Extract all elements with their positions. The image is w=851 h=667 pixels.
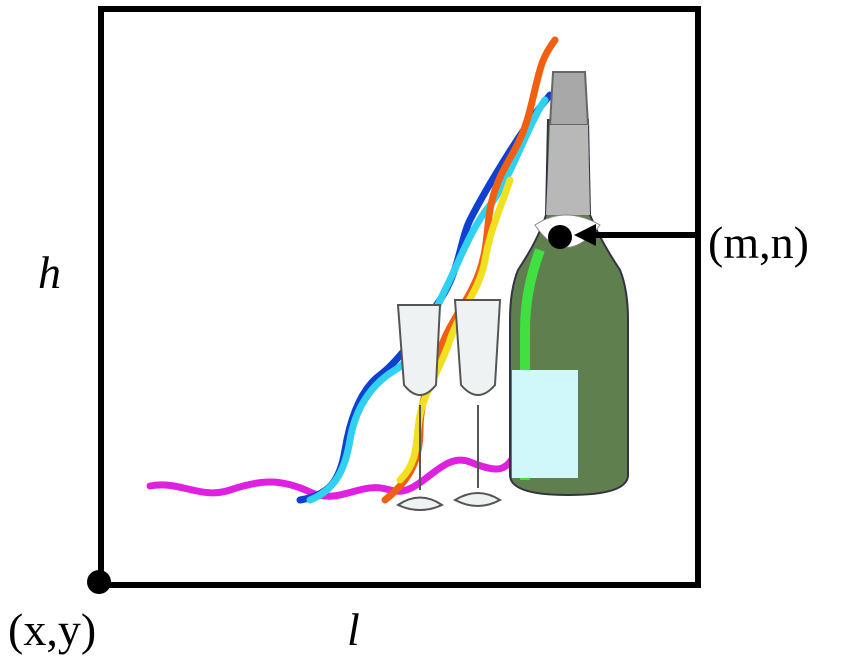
glass-stem <box>455 405 500 506</box>
bottle-neck <box>546 125 590 215</box>
ribbons <box>150 40 555 500</box>
bottle-foil <box>550 72 588 125</box>
origin-dot <box>87 570 111 594</box>
length-label: l <box>347 604 360 655</box>
glass-stem <box>398 405 442 510</box>
diagram: h l (x,y) (m,n) <box>0 0 851 667</box>
origin-label: (x,y) <box>8 604 96 655</box>
point-label: (m,n) <box>708 217 809 268</box>
ribbon-magenta <box>150 455 515 496</box>
bottle-label <box>512 370 578 478</box>
height-label: h <box>38 247 61 298</box>
glass-bowl <box>455 300 500 395</box>
point-dot <box>548 225 572 249</box>
glass-bowl <box>398 305 440 395</box>
